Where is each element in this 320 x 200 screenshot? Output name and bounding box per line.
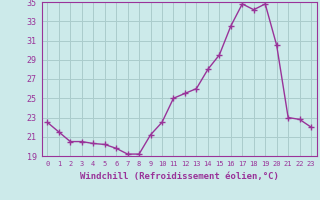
X-axis label: Windchill (Refroidissement éolien,°C): Windchill (Refroidissement éolien,°C) — [80, 172, 279, 181]
